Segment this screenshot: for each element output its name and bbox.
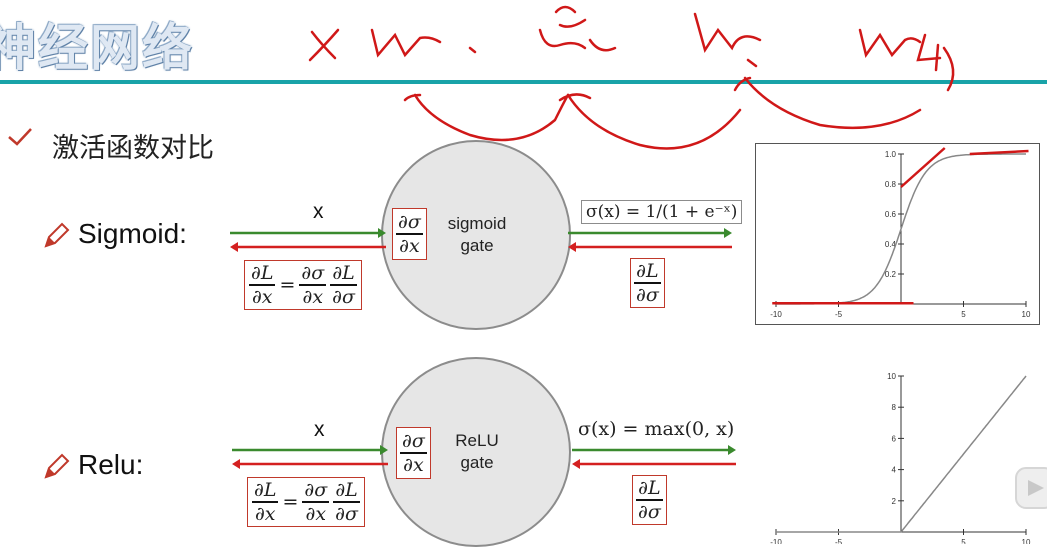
- x-tick-label: -5: [835, 538, 843, 544]
- relu-plot: -10 -5 5 10 2 4 6 8 10: [760, 366, 1044, 544]
- relu-output-arrows: [572, 445, 736, 469]
- annotation-ink: [900, 147, 946, 188]
- page-title: 神经网络: [0, 19, 194, 77]
- relu-input-label: x: [314, 418, 325, 441]
- header-divider: [0, 80, 1047, 84]
- x-tick-label: 5: [961, 310, 966, 319]
- x-tick-label: -10: [770, 538, 782, 544]
- relu-chain-rule: ∂L ∂x = ∂σ ∂x ∂L ∂σ: [247, 477, 365, 527]
- y-tick-label: 0.2: [885, 270, 897, 279]
- y-tick-label: 0.4: [885, 240, 897, 249]
- y-tick-label: 0.8: [885, 180, 897, 189]
- y-tick-label: 10: [887, 372, 896, 381]
- relu-upstream-gradient: ∂L ∂σ: [632, 475, 667, 525]
- y-tick-label: 8: [892, 403, 897, 412]
- y-tick-label: 4: [892, 466, 897, 475]
- y-tick-label: 6: [892, 434, 897, 443]
- sigmoid-gate-text: sigmoid gate: [447, 214, 507, 255]
- sigmoid-gate: [381, 140, 571, 330]
- x-tick-label: 10: [1022, 538, 1031, 544]
- check-icon: [8, 128, 32, 146]
- sigmoid-input-label: x: [313, 200, 324, 223]
- relu-formula: σ(x) = max(0, x): [578, 418, 735, 440]
- sigmoid-output-arrows: [568, 228, 732, 252]
- play-icon[interactable]: [1014, 466, 1047, 510]
- sigmoid-local-gradient: ∂σ ∂x: [392, 208, 427, 260]
- y-tick-label: 2: [892, 497, 897, 506]
- sigmoid-formula: σ(x) = 1/(1 + e⁻ˣ): [581, 200, 743, 224]
- relu-input-arrows: [232, 445, 388, 469]
- sigmoid-plot: -10 -5 5 10 0.2 0.4 0.6 0.8 1.0: [755, 143, 1040, 325]
- sigmoid-chain-rule: ∂L ∂x = ∂σ ∂x ∂L ∂σ: [244, 260, 362, 310]
- annotation-ink: [969, 149, 1029, 156]
- y-tick-label: 0.6: [885, 210, 897, 219]
- pencil-icon: [44, 222, 70, 248]
- relu-label: Relu:: [78, 449, 144, 480]
- x-tick-label: -5: [835, 310, 843, 319]
- relu-gate-text: ReLU gate: [455, 431, 499, 472]
- sigmoid-input-arrows: [230, 228, 386, 252]
- series-line: [776, 375, 1027, 533]
- sigmoid-upstream-gradient: ∂L ∂σ: [630, 258, 665, 308]
- relu-local-gradient: ∂σ ∂x: [396, 427, 431, 479]
- x-tick-label: 5: [961, 538, 966, 544]
- x-tick-label: -10: [770, 310, 782, 319]
- x-tick-label: 10: [1022, 310, 1031, 319]
- y-tick-label: 1.0: [885, 150, 897, 159]
- pencil-icon: [44, 453, 70, 479]
- sigmoid-label: Sigmoid:: [78, 218, 187, 249]
- section-subtitle: 激活函数对比: [52, 133, 214, 164]
